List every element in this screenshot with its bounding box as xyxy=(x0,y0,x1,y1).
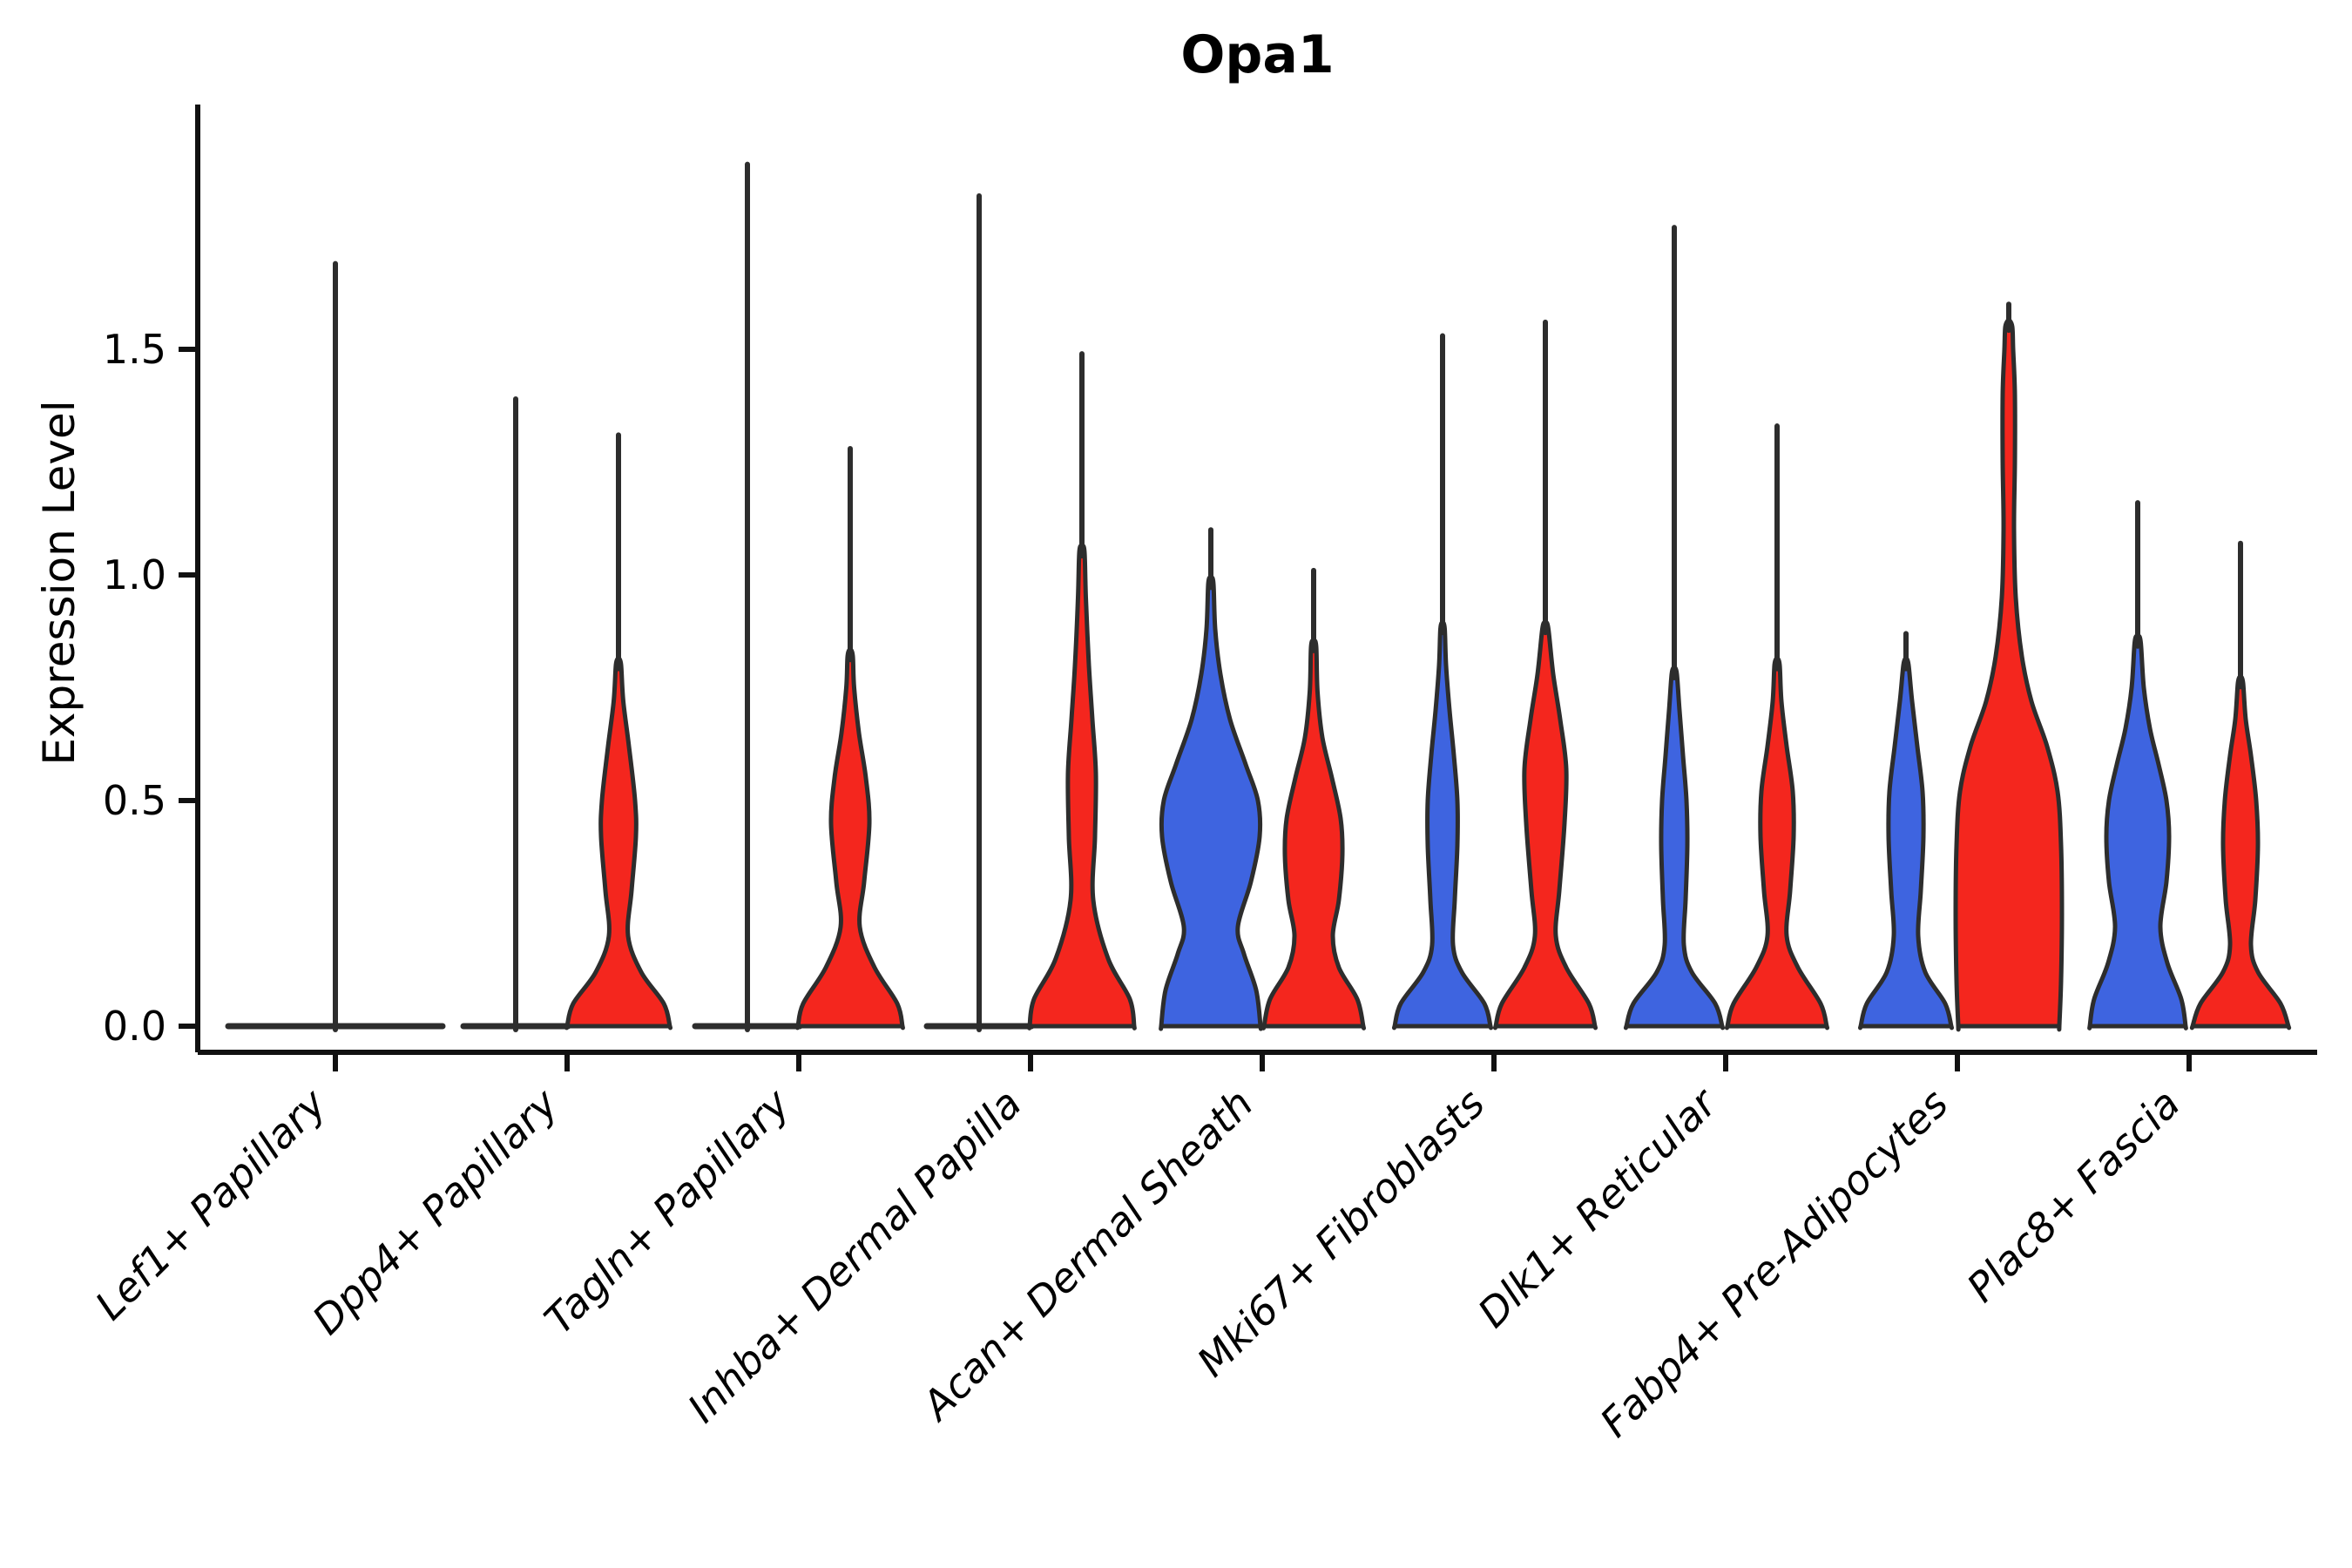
x-tick-label: Plac8+ Fascia xyxy=(1957,1080,2188,1311)
violin-5-left-body xyxy=(1391,619,1494,1031)
violin-8-right-body xyxy=(2189,673,2292,1031)
x-tick-label: Dpp4+ Papillary xyxy=(303,1079,567,1343)
y-tick-label: 1.5 xyxy=(103,326,166,373)
y-tick-label: 0.0 xyxy=(103,1003,166,1050)
y-axis-label: Expression Level xyxy=(34,400,84,766)
violin-4-left-body xyxy=(1159,574,1263,1031)
x-tick-label: Lef1+ Papillary xyxy=(86,1079,335,1328)
violin-7-left-body xyxy=(1857,656,1955,1031)
violin-8-left-body xyxy=(2087,633,2188,1031)
x-tick-label: Dlk1+ Reticular xyxy=(1469,1078,1727,1336)
violin-6-right-body xyxy=(1724,656,1830,1031)
y-tick-label: 0.5 xyxy=(103,777,166,824)
violin-6-left-body xyxy=(1623,665,1726,1031)
x-tick-label: Tagln+ Papillary xyxy=(535,1079,799,1343)
y-tick-label: 1.0 xyxy=(103,551,166,598)
violin-2-right-body xyxy=(795,646,905,1031)
violin-1-right-body xyxy=(564,656,673,1031)
violin-4-right-body xyxy=(1260,638,1367,1031)
violin-3-right-body xyxy=(1027,543,1137,1031)
violin-7-right-body xyxy=(1953,317,2065,1032)
chart-title: Opa1 xyxy=(1180,24,1335,85)
violin-5-right-body xyxy=(1492,619,1598,1031)
